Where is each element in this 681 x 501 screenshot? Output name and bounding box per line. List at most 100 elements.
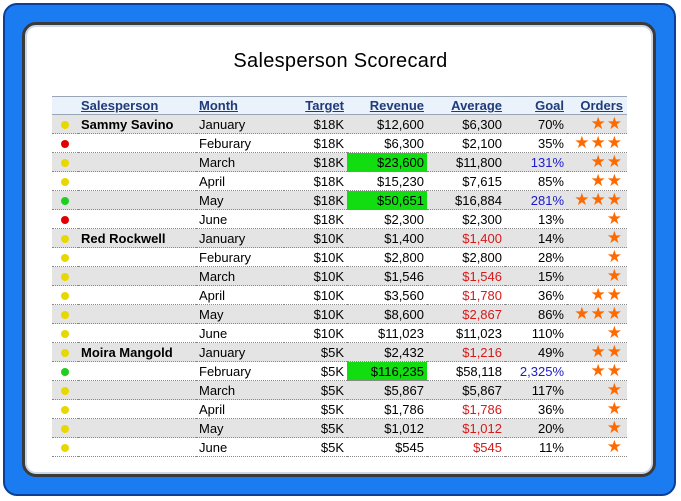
orders-star-rating-icon: ★★★ xyxy=(574,303,623,323)
salesperson-column-header[interactable]: Salesperson xyxy=(78,96,196,115)
goal-cell: 131% xyxy=(505,152,567,172)
salesperson-cell xyxy=(78,152,196,172)
status-yellow-dot-icon xyxy=(61,292,69,301)
table-row: May $5K $1,012 $1,012 20% ★ xyxy=(52,417,627,438)
status-cell xyxy=(52,228,78,248)
orders-cell: ★★ xyxy=(567,341,627,362)
orders-cell: ★★★ xyxy=(567,190,627,210)
target-cell: $5K xyxy=(284,399,347,419)
orders-star-rating-icon: ★ xyxy=(606,417,623,437)
average-cell: $2,100 xyxy=(427,133,505,153)
table-row: Red Rockwell January $10K $1,400 $1,400 14% ★ xyxy=(52,228,627,248)
table-row: April $18K $15,230 $7,615 85% ★★ xyxy=(52,171,627,191)
status-cell xyxy=(52,304,78,324)
orders-star-rating-icon: ★ xyxy=(606,246,623,266)
status-cell xyxy=(52,418,78,438)
average-cell: $1,786 xyxy=(427,399,505,419)
month-column-header[interactable]: Month xyxy=(196,96,284,115)
status-cell xyxy=(52,285,78,305)
target-column-header[interactable]: Target xyxy=(284,96,347,115)
revenue-cell: $50,651 xyxy=(347,190,427,210)
goal-cell: 86% xyxy=(505,304,567,324)
goal-cell: 11% xyxy=(505,437,567,457)
salesperson-cell xyxy=(78,380,196,400)
revenue-cell: $12,600 xyxy=(347,114,427,134)
revenue-cell: $545 xyxy=(347,437,427,457)
month-cell: April xyxy=(196,285,284,305)
orders-cell: ★★ xyxy=(567,114,627,134)
table-header-row: Salesperson Month Target Revenue Average… xyxy=(52,96,627,115)
average-cell: $545 xyxy=(427,437,505,457)
orders-cell: ★ xyxy=(567,228,627,248)
status-cell xyxy=(52,247,78,267)
status-green-dot-icon xyxy=(61,368,69,377)
month-cell: March xyxy=(196,380,284,400)
scorecard-table: Salesperson Month Target Revenue Average… xyxy=(52,96,627,457)
month-cell: June xyxy=(196,437,284,457)
average-cell: $7,615 xyxy=(427,171,505,191)
status-cell xyxy=(52,399,78,419)
goal-column-header[interactable]: Goal xyxy=(505,96,567,115)
orders-star-rating-icon: ★★ xyxy=(590,284,623,304)
average-cell: $1,012 xyxy=(427,418,505,438)
target-cell: $18K xyxy=(284,209,347,229)
status-cell xyxy=(52,190,78,210)
orders-star-rating-icon: ★★ xyxy=(590,151,623,171)
average-cell: $6,300 xyxy=(427,114,505,134)
month-cell: Feburary xyxy=(196,133,284,153)
salesperson-cell: Red Rockwell xyxy=(78,228,196,248)
salesperson-cell xyxy=(78,399,196,419)
average-column-header[interactable]: Average xyxy=(427,96,505,115)
orders-cell: ★★ xyxy=(567,284,627,305)
target-cell: $10K xyxy=(284,266,347,286)
table-row: Moira Mangold January $5K $2,432 $1,216 49% ★★ xyxy=(52,341,627,362)
goal-cell: 117% xyxy=(505,380,567,400)
status-yellow-dot-icon xyxy=(61,178,69,187)
salesperson-cell xyxy=(78,247,196,267)
revenue-cell: $8,600 xyxy=(347,304,427,324)
salesperson-cell: Sammy Savino xyxy=(78,114,196,134)
salesperson-cell xyxy=(78,209,196,229)
revenue-cell: $1,546 xyxy=(347,266,427,286)
target-cell: $5K xyxy=(284,342,347,362)
status-yellow-dot-icon xyxy=(61,444,69,453)
orders-star-rating-icon: ★★ xyxy=(590,341,623,361)
status-yellow-dot-icon xyxy=(61,159,69,168)
orders-cell: ★ xyxy=(567,417,627,438)
orders-cell: ★★ xyxy=(567,151,627,172)
revenue-cell: $23,600 xyxy=(347,152,427,172)
target-cell: $5K xyxy=(284,437,347,457)
month-cell: February xyxy=(196,361,284,381)
orders-column-header[interactable]: Orders xyxy=(567,96,627,115)
orders-cell: ★★★ xyxy=(567,303,627,324)
status-yellow-dot-icon xyxy=(61,235,69,244)
month-cell: January xyxy=(196,114,284,134)
salesperson-cell xyxy=(78,323,196,343)
revenue-column-header[interactable]: Revenue xyxy=(347,96,427,115)
month-cell: May xyxy=(196,190,284,210)
average-cell: $11,800 xyxy=(427,152,505,172)
status-red-dot-icon xyxy=(61,140,69,149)
orders-cell: ★ xyxy=(567,380,627,400)
status-column-header xyxy=(52,96,78,115)
status-cell xyxy=(52,342,78,362)
orders-cell: ★ xyxy=(567,437,627,457)
month-cell: May xyxy=(196,304,284,324)
month-cell: March xyxy=(196,152,284,172)
table-row: Feburary $10K $2,800 $2,800 28% ★ xyxy=(52,246,627,267)
revenue-cell: $2,432 xyxy=(347,342,427,362)
salesperson-cell xyxy=(78,418,196,438)
page-title: Salesperson Scorecard xyxy=(233,50,448,72)
status-yellow-dot-icon xyxy=(61,425,69,434)
revenue-cell: $6,300 xyxy=(347,133,427,153)
average-cell: $16,884 xyxy=(427,190,505,210)
orders-star-rating-icon: ★ xyxy=(606,265,623,285)
status-yellow-dot-icon xyxy=(61,349,69,358)
orders-cell: ★ xyxy=(567,246,627,267)
table-row: April $10K $3,560 $1,780 36% ★★ xyxy=(52,284,627,305)
status-cell xyxy=(52,266,78,286)
target-cell: $10K xyxy=(284,247,347,267)
table-row: March $10K $1,546 $1,546 15% ★ xyxy=(52,265,627,286)
table-row: March $5K $5,867 $5,867 117% ★ xyxy=(52,380,627,400)
revenue-cell: $11,023 xyxy=(347,323,427,343)
